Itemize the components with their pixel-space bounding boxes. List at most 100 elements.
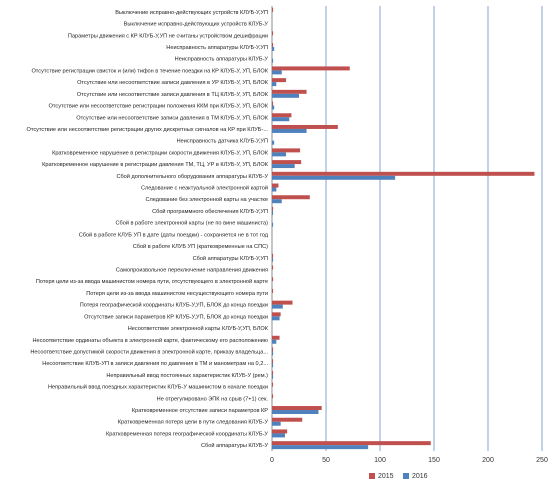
legend-swatch-2016 (403, 473, 409, 479)
bar-2016 (272, 82, 277, 87)
legend-label-2015: 2015 (378, 473, 394, 480)
category-label: Отсутствие или несоответствие регистраци… (26, 127, 268, 133)
bar-2016 (272, 316, 280, 321)
category-label: Следование с неактуальной электронной ка… (141, 185, 268, 192)
category-label: Неправильный ввод поездных характеристик… (48, 384, 268, 391)
bar-2015 (272, 78, 287, 83)
bar-2015 (272, 253, 274, 258)
bar-2016 (272, 374, 274, 379)
bar-2015 (272, 171, 535, 176)
category-label: Сбой аппаратуры КЛУБ-У,УП (193, 255, 268, 262)
x-tick-label: 150 (428, 457, 440, 464)
category-label: Отсутствие регистрации свисток и (или) т… (31, 68, 268, 74)
x-tick-label: 250 (536, 457, 548, 464)
bar-2015 (272, 300, 293, 305)
bar-2016 (272, 351, 274, 356)
x-tick-label: 50 (322, 457, 330, 464)
category-label: Кратковременное нарушение в регистрации … (42, 162, 269, 168)
bar-2015 (272, 359, 274, 364)
category-label: Отсутствие или несоответствие записи дав… (77, 92, 269, 98)
bar-2015 (272, 347, 274, 352)
category-label: Потеря цели из-за ввода машинистом номер… (36, 278, 268, 285)
legend-label-2016: 2016 (412, 473, 428, 480)
category-label: Отсутствие или несоответствие записи дав… (76, 115, 268, 121)
bar-2016 (272, 257, 274, 262)
bar-2016 (272, 445, 369, 450)
category-label: Несоответствие электронной карты КЛУБ-У,… (128, 325, 269, 332)
bar-2016 (272, 93, 299, 98)
bar-2015 (272, 312, 281, 317)
bar-2015 (272, 370, 274, 375)
bar-2015 (272, 43, 274, 47)
bar-2015 (272, 124, 338, 129)
bar-2015 (272, 206, 274, 211)
bar-2016 (272, 304, 283, 309)
bar-2015 (272, 406, 322, 411)
category-label: Несоответствие ординаты объекта в электр… (33, 337, 269, 344)
bar-2016 (272, 164, 295, 169)
category-label: Кратковременное нарушение в регистрации … (52, 150, 269, 156)
bar-2015 (272, 183, 279, 188)
bar-2015 (272, 7, 274, 12)
category-label: Сбой в работе КЛУБ УП в дате (даты поезд… (79, 231, 269, 238)
x-tick-label: 200 (482, 457, 494, 464)
bar-2015 (272, 195, 310, 200)
category-label: Кратковременная потеря цели в пути следо… (118, 420, 269, 426)
category-label: Сбой дополнительного оборудования аппара… (116, 173, 268, 180)
category-label: Выключение исправно-действующих устройст… (115, 9, 268, 16)
category-label: Несоответствие КЛУБ-УП в записи давления… (42, 361, 268, 367)
bar-2016 (272, 421, 281, 426)
category-label: Сбой в работе электронной карты (не по в… (115, 220, 268, 227)
bar-2015 (272, 265, 274, 270)
bar-2015 (272, 394, 274, 399)
bar-2016 (272, 222, 274, 227)
bar-2015 (272, 160, 302, 165)
bar-2016 (272, 46, 275, 51)
bar-2015 (272, 148, 301, 153)
bar-2016 (272, 105, 275, 110)
legend: 2015 2016 (369, 473, 428, 480)
bar-2015 (272, 277, 274, 282)
category-label: Отсутствие или несоответствие регистраци… (49, 104, 269, 110)
bar-2015 (272, 113, 292, 118)
category-label: Параметры движения с КР КЛУБ-У,УП не счи… (68, 32, 268, 39)
bar-2016 (272, 199, 282, 204)
bar-2016 (272, 152, 287, 157)
bar-2016 (272, 140, 275, 145)
legend-swatch-2015 (369, 473, 375, 479)
category-label: Несоответствие допустимой скорости движе… (30, 348, 268, 355)
category-label: Отсутствие или несоответствие записи дав… (77, 80, 269, 86)
bar-2016 (272, 58, 274, 63)
category-label: Кратковременное отсутствие записи параме… (132, 408, 268, 414)
x-tick-label: 100 (374, 457, 386, 464)
category-label: Неисправность аппаратуры КЛУБ-У (175, 57, 269, 63)
category-label: Сбой аппаратуры КЛУБ-У (201, 442, 268, 449)
bar-2015 (272, 31, 274, 36)
bar-2016 (272, 410, 319, 414)
bar-2016 (272, 363, 274, 368)
category-label: Потеря географической координаты КЛУБ-У,… (80, 302, 268, 309)
category-label: Сбой программного обеспечения КЛУБ-У,УП (152, 208, 268, 215)
bar-2015 (272, 335, 280, 340)
category-label: Не отрегулировано ЭПК на срыв (7+1) сек. (157, 396, 269, 402)
category-labels: Выключение исправно-действующих устройст… (26, 9, 268, 449)
category-label: Неправильный ввод постоянных характерист… (106, 372, 268, 379)
category-label: Неисправность аппаратуры КЛУБ-У,УП (166, 45, 268, 51)
bar-2016 (272, 187, 277, 192)
bars (272, 7, 535, 450)
x-tick-labels: 0 50 100 150 200 250 (270, 457, 548, 464)
x-tick-label: 0 (270, 457, 274, 464)
bar-2015 (272, 417, 303, 422)
category-label: Сбой в работе КЛУБ УП (кратковременные н… (133, 243, 268, 250)
bar-2015 (272, 66, 350, 71)
bar-2016 (272, 339, 277, 344)
bar-2016 (272, 70, 282, 75)
category-label: Неисправность датчика КЛУБ-У,УП (177, 139, 268, 145)
category-label: Следование без электронной карты на учас… (145, 196, 268, 203)
category-label: Кратковременная потеря географической ко… (106, 430, 268, 437)
grid-lines (271, 6, 543, 451)
bar-2015 (272, 288, 274, 293)
bar-2015 (272, 89, 307, 94)
bar-2016 (272, 175, 396, 180)
